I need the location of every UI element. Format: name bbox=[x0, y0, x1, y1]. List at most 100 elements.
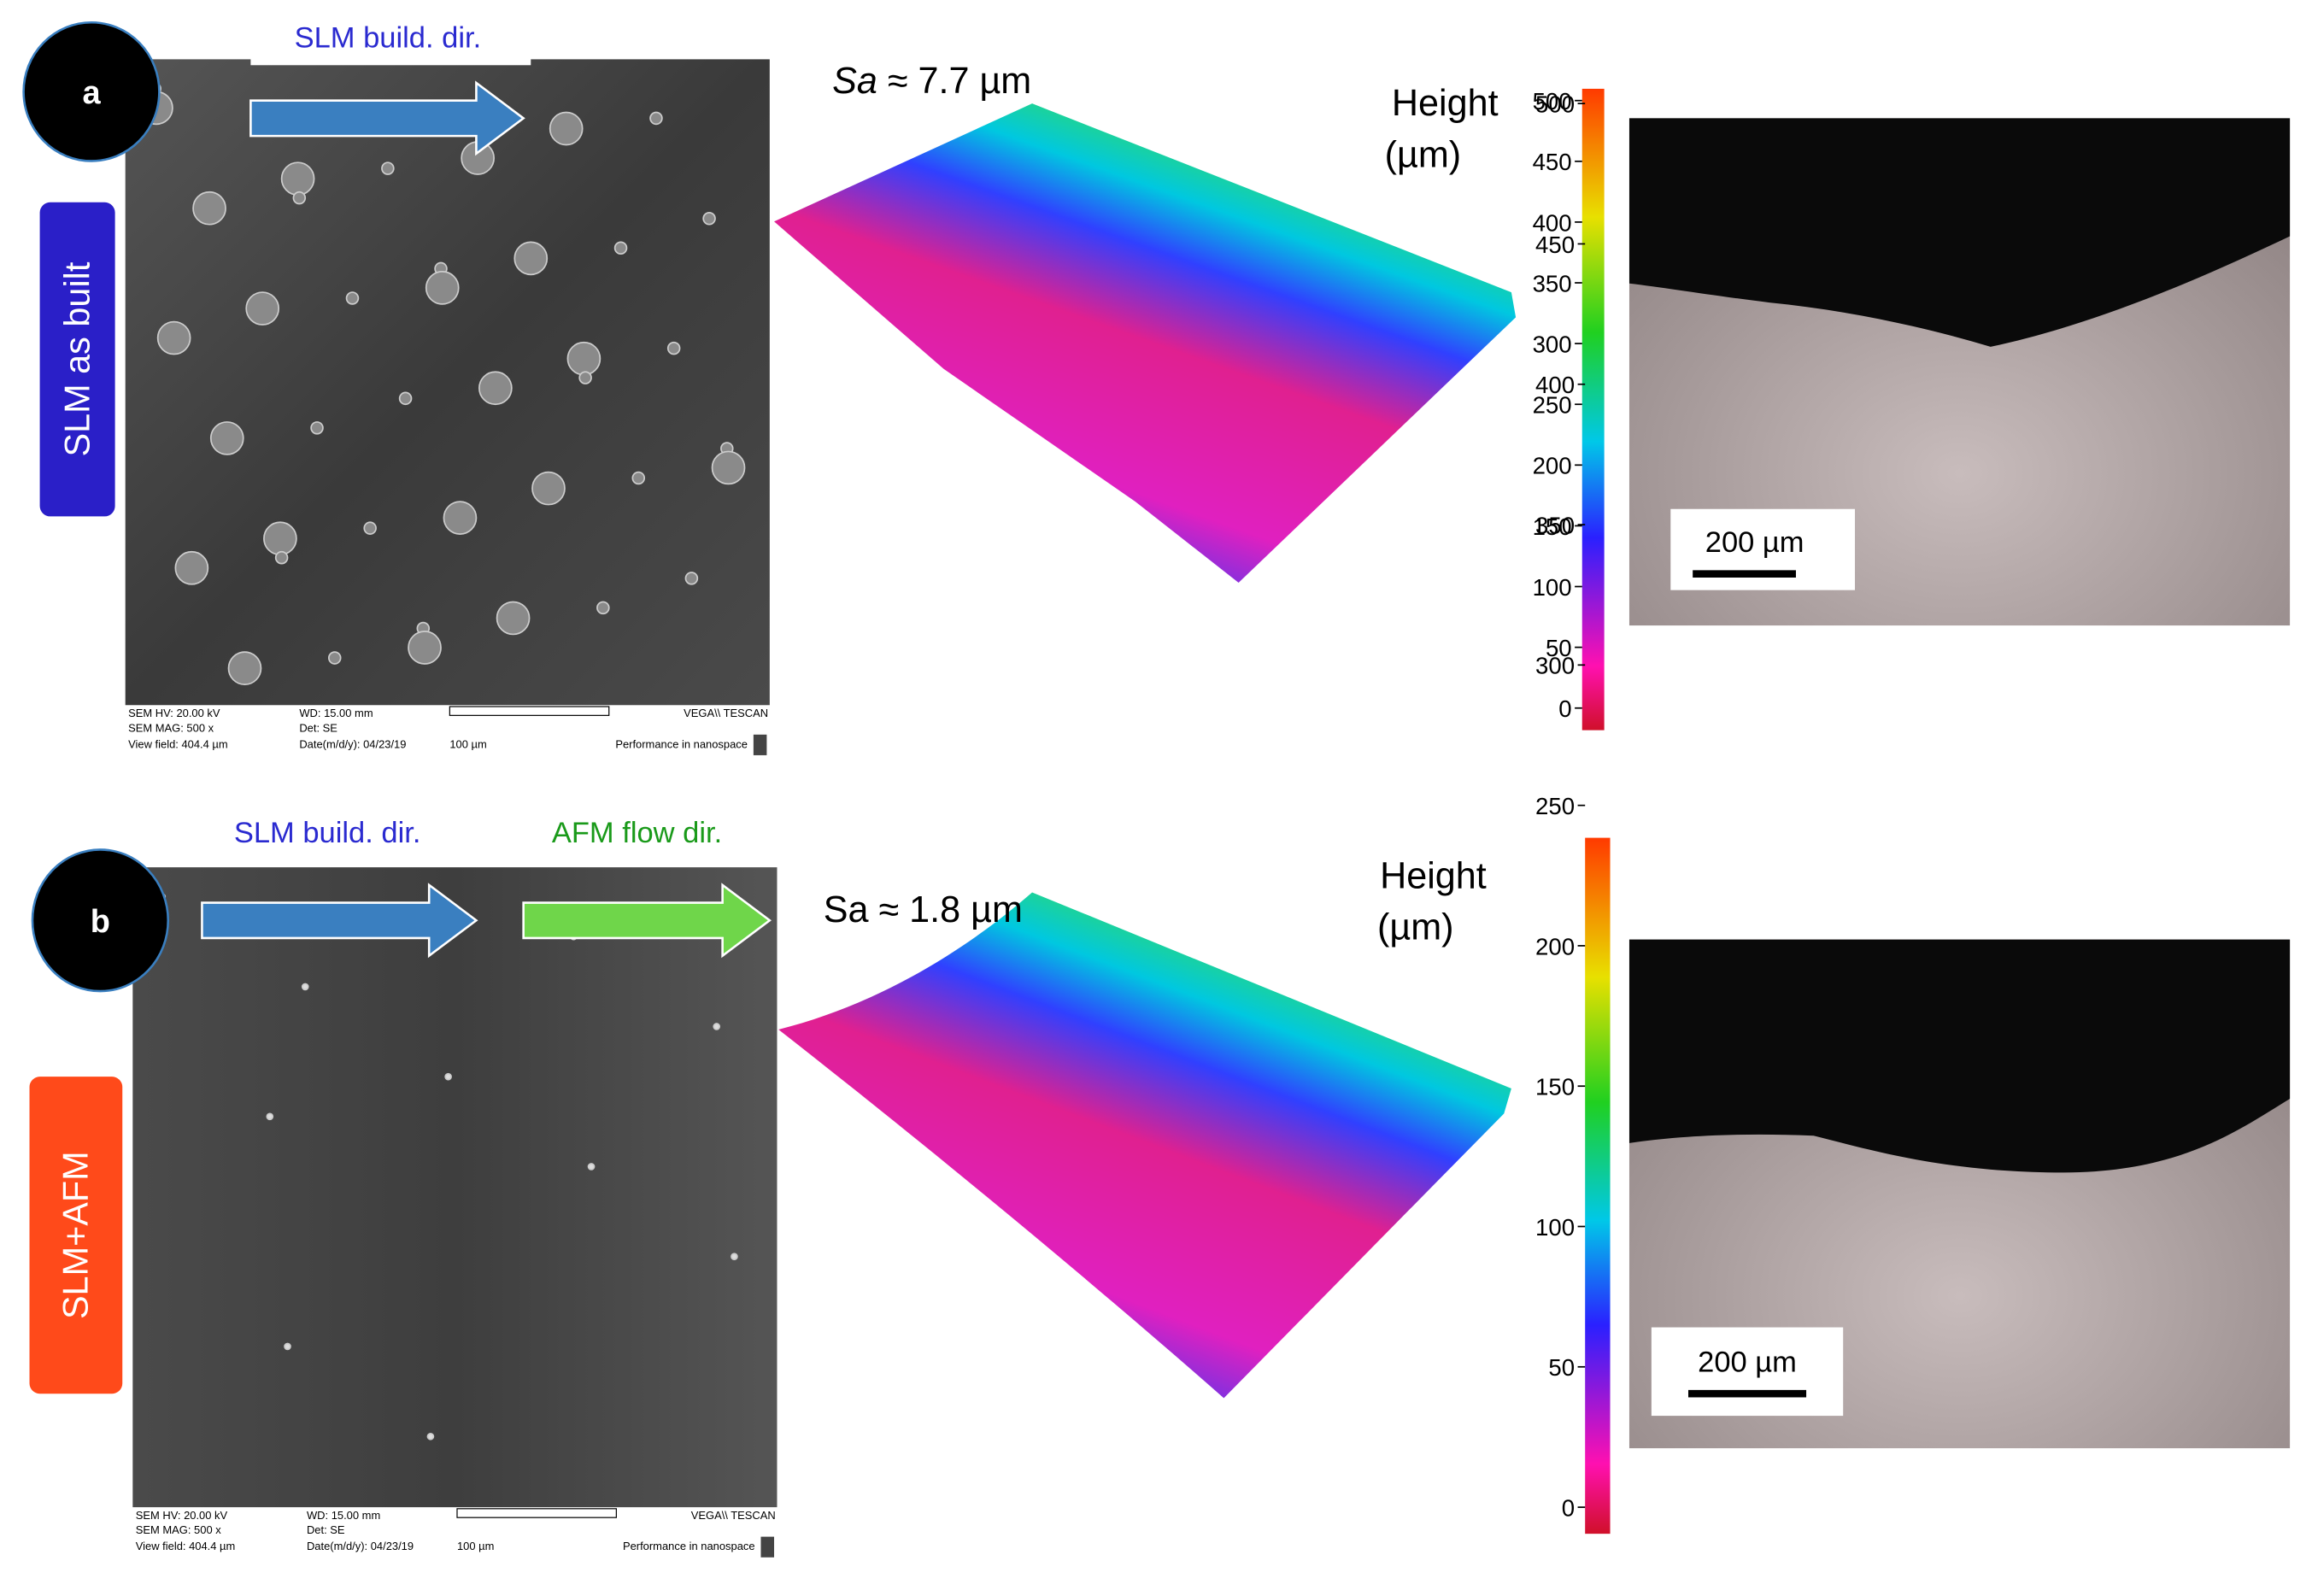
particle bbox=[345, 291, 360, 305]
particle bbox=[363, 521, 377, 535]
colorbar-tick-label: 50 bbox=[1546, 635, 1572, 661]
logo bbox=[753, 734, 767, 755]
particle bbox=[266, 1112, 274, 1121]
colorbar-tick-label: 400 bbox=[1533, 209, 1572, 236]
particle bbox=[496, 601, 531, 636]
particle bbox=[425, 271, 460, 305]
scale-bar-label: 200 µm bbox=[1705, 526, 1804, 559]
particle bbox=[426, 1432, 435, 1441]
particle bbox=[666, 341, 681, 355]
arrow bbox=[249, 80, 525, 156]
particle bbox=[301, 983, 309, 991]
particle bbox=[227, 651, 262, 685]
particle bbox=[381, 161, 395, 175]
colorbar-tick-label: 150 bbox=[1535, 1074, 1575, 1100]
sem-info: Performance in nanospace bbox=[623, 1540, 755, 1552]
particle bbox=[274, 550, 289, 565]
arrow-label: SLM build. dir. bbox=[234, 817, 421, 849]
colorbar-tick-label: 500 bbox=[1535, 91, 1575, 118]
particle bbox=[578, 371, 592, 384]
particle bbox=[531, 471, 566, 506]
particle bbox=[566, 341, 601, 376]
colorbar-tick-label: 300 bbox=[1535, 653, 1575, 679]
particle bbox=[702, 212, 716, 226]
particle bbox=[549, 111, 584, 146]
surface-3d bbox=[778, 892, 1511, 1399]
sem-info: Date(m/d/y): 04/23/19 bbox=[299, 737, 406, 750]
sa-symbol: Sa bbox=[832, 61, 877, 102]
condition-label: SLM as built bbox=[57, 261, 97, 456]
colorbar-tick-label: 100 bbox=[1535, 1214, 1575, 1241]
particle bbox=[245, 291, 280, 326]
colorbar bbox=[1585, 837, 1611, 1534]
particle bbox=[596, 601, 610, 615]
particle bbox=[284, 1342, 291, 1351]
particle bbox=[156, 320, 191, 355]
height-unit: (µm) bbox=[1385, 134, 1461, 175]
particle bbox=[713, 1023, 721, 1030]
micrograph-hole bbox=[1628, 939, 2291, 1173]
particle bbox=[443, 501, 478, 535]
logo bbox=[760, 1536, 775, 1558]
sa-space bbox=[869, 889, 879, 930]
panel-label: a bbox=[82, 75, 101, 111]
sem-info: SEM MAG: 500 x bbox=[128, 721, 214, 734]
colorbar-tick-label: 450 bbox=[1533, 149, 1572, 175]
particle bbox=[398, 391, 413, 406]
sem-info: View field: 404.4 µm bbox=[128, 737, 228, 750]
height-label: Height bbox=[1392, 83, 1499, 124]
sa-value: Sa ≈ 7.7 µm bbox=[832, 61, 1031, 102]
sa-space bbox=[877, 61, 888, 102]
sem-info: Det: SE bbox=[299, 721, 337, 734]
colorbar-tick-label: 200 bbox=[1535, 933, 1575, 959]
sem-info: View field: 404.4 µm bbox=[136, 1540, 236, 1552]
sem-scale bbox=[449, 706, 610, 716]
sem-info: SEM HV: 20.00 kV bbox=[136, 1509, 228, 1522]
particle bbox=[613, 241, 628, 255]
condition-box bbox=[29, 1077, 123, 1394]
colorbar-tick-label: 250 bbox=[1533, 392, 1572, 419]
panel-label-circle bbox=[31, 848, 170, 993]
sa-number: ≈ 7.7 µm bbox=[888, 61, 1031, 102]
particle bbox=[587, 1163, 596, 1171]
particle bbox=[711, 450, 746, 485]
condition-label: SLM+AFM bbox=[56, 1151, 96, 1319]
sem-info: VEGA\\ TESCAN bbox=[691, 1509, 776, 1522]
sem-image bbox=[125, 59, 770, 706]
particle bbox=[263, 521, 297, 556]
micrograph-hole bbox=[1628, 118, 2291, 347]
sem-info: Date(m/d/y): 04/23/19 bbox=[307, 1540, 414, 1552]
particle bbox=[327, 651, 342, 665]
sa-number: ≈ 1.8 µm bbox=[879, 889, 1023, 930]
sem-scale bbox=[456, 1508, 617, 1518]
particle bbox=[444, 1072, 452, 1081]
colorbar-tick-label: 0 bbox=[1558, 695, 1571, 722]
panel-label: b bbox=[91, 904, 110, 940]
sem-info: 100 µm bbox=[449, 737, 486, 750]
particle bbox=[731, 1253, 738, 1261]
colorbar-tick-label: 400 bbox=[1535, 372, 1575, 398]
particle bbox=[292, 191, 307, 205]
particle bbox=[478, 371, 513, 406]
scale-bar-box bbox=[1651, 1327, 1844, 1417]
sem-info: Performance in nanospace bbox=[615, 737, 748, 750]
sem-info: SEM MAG: 500 x bbox=[136, 1523, 221, 1536]
arrow bbox=[201, 883, 478, 959]
colorbar-tick-label: 50 bbox=[1548, 1354, 1575, 1381]
sa-value: Sa ≈ 1.8 µm bbox=[824, 889, 1023, 930]
particle bbox=[174, 550, 209, 585]
sem-info: 100 µm bbox=[457, 1540, 494, 1552]
colorbar-tick-label: 100 bbox=[1533, 574, 1572, 601]
particle bbox=[280, 161, 315, 197]
panel-label-circle bbox=[22, 21, 161, 162]
particle bbox=[408, 631, 442, 665]
particle bbox=[209, 421, 244, 455]
sem-info: SEM HV: 20.00 kV bbox=[128, 707, 220, 719]
sem-info: Det: SE bbox=[307, 1523, 345, 1536]
colorbar-tick-label: 300 bbox=[1533, 331, 1572, 357]
particle bbox=[192, 191, 226, 226]
colorbar-tick-label: 250 bbox=[1535, 793, 1575, 819]
colorbar-tick-label: 350 bbox=[1533, 270, 1572, 296]
colorbar-tick-label: 200 bbox=[1533, 453, 1572, 479]
